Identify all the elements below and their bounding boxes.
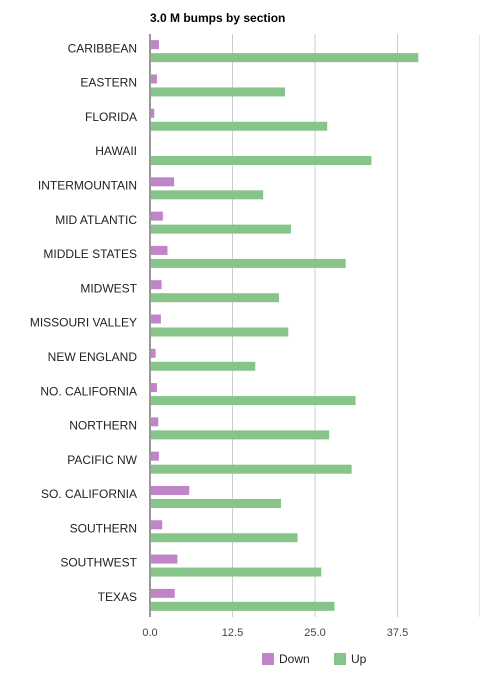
category-label: CARIBBEAN [68, 41, 137, 55]
category-label: NORTHERN [69, 419, 137, 433]
bar-up [151, 361, 256, 371]
bar-down [151, 588, 175, 598]
category-label: PACIFIC NW [67, 453, 137, 467]
bar-up [151, 396, 356, 406]
category-label: NEW ENGLAND [48, 350, 138, 364]
x-tick-label: 12.5 [222, 627, 243, 639]
category-label: NO. CALIFORNIA [40, 384, 137, 398]
bar-up [151, 121, 328, 131]
legend-label-down: Down [279, 652, 310, 666]
x-tick-label: 25.0 [304, 627, 325, 639]
category-label: SOUTHERN [70, 521, 137, 535]
category-label: SO. CALIFORNIA [41, 487, 137, 501]
legend-swatch-down [262, 653, 274, 665]
bar-down [151, 348, 156, 358]
legend-swatch-up [334, 653, 346, 665]
bar-down [151, 40, 159, 50]
bar-up [151, 87, 285, 97]
bar-up [151, 190, 264, 200]
bar-up [151, 53, 419, 63]
bar-up [151, 601, 335, 611]
bar-down [151, 314, 161, 324]
legend-label-up: Up [351, 652, 367, 666]
bar-down [151, 108, 155, 118]
bar-down [151, 74, 157, 84]
bar-down [151, 280, 162, 290]
bar-up [151, 293, 280, 303]
x-tick-label: 37.5 [387, 627, 408, 639]
chart-title: 3.0 M bumps by section [150, 11, 286, 25]
category-label: TEXAS [98, 590, 137, 604]
bar-down [151, 383, 157, 393]
bar-up [151, 464, 352, 474]
bar-up [151, 430, 330, 440]
category-label: MIDWEST [80, 281, 137, 295]
category-label: EASTERN [80, 76, 137, 90]
bar-down [151, 211, 163, 221]
bar-down [151, 554, 178, 564]
bar-up [151, 156, 372, 166]
category-label: SOUTHWEST [60, 556, 137, 570]
bar-down [151, 245, 168, 255]
category-label: MID ATLANTIC [55, 213, 137, 227]
bar-up [151, 327, 289, 337]
bar-down [151, 177, 175, 187]
bar-up [151, 258, 346, 268]
bar-down [151, 451, 159, 461]
category-label: HAWAII [95, 144, 137, 158]
category-label: FLORIDA [85, 110, 137, 124]
bar-down [151, 485, 190, 495]
bar-down [151, 520, 163, 530]
x-tick-label: 0.0 [142, 627, 157, 639]
bar-up [151, 533, 298, 543]
bar-up [151, 567, 322, 577]
bar-up [151, 224, 291, 234]
category-label: INTERMOUNTAIN [38, 178, 137, 192]
category-label: MIDDLE STATES [43, 247, 137, 261]
bar-down [151, 417, 159, 427]
category-label: MISSOURI VALLEY [30, 316, 137, 330]
bar-up [151, 498, 282, 508]
